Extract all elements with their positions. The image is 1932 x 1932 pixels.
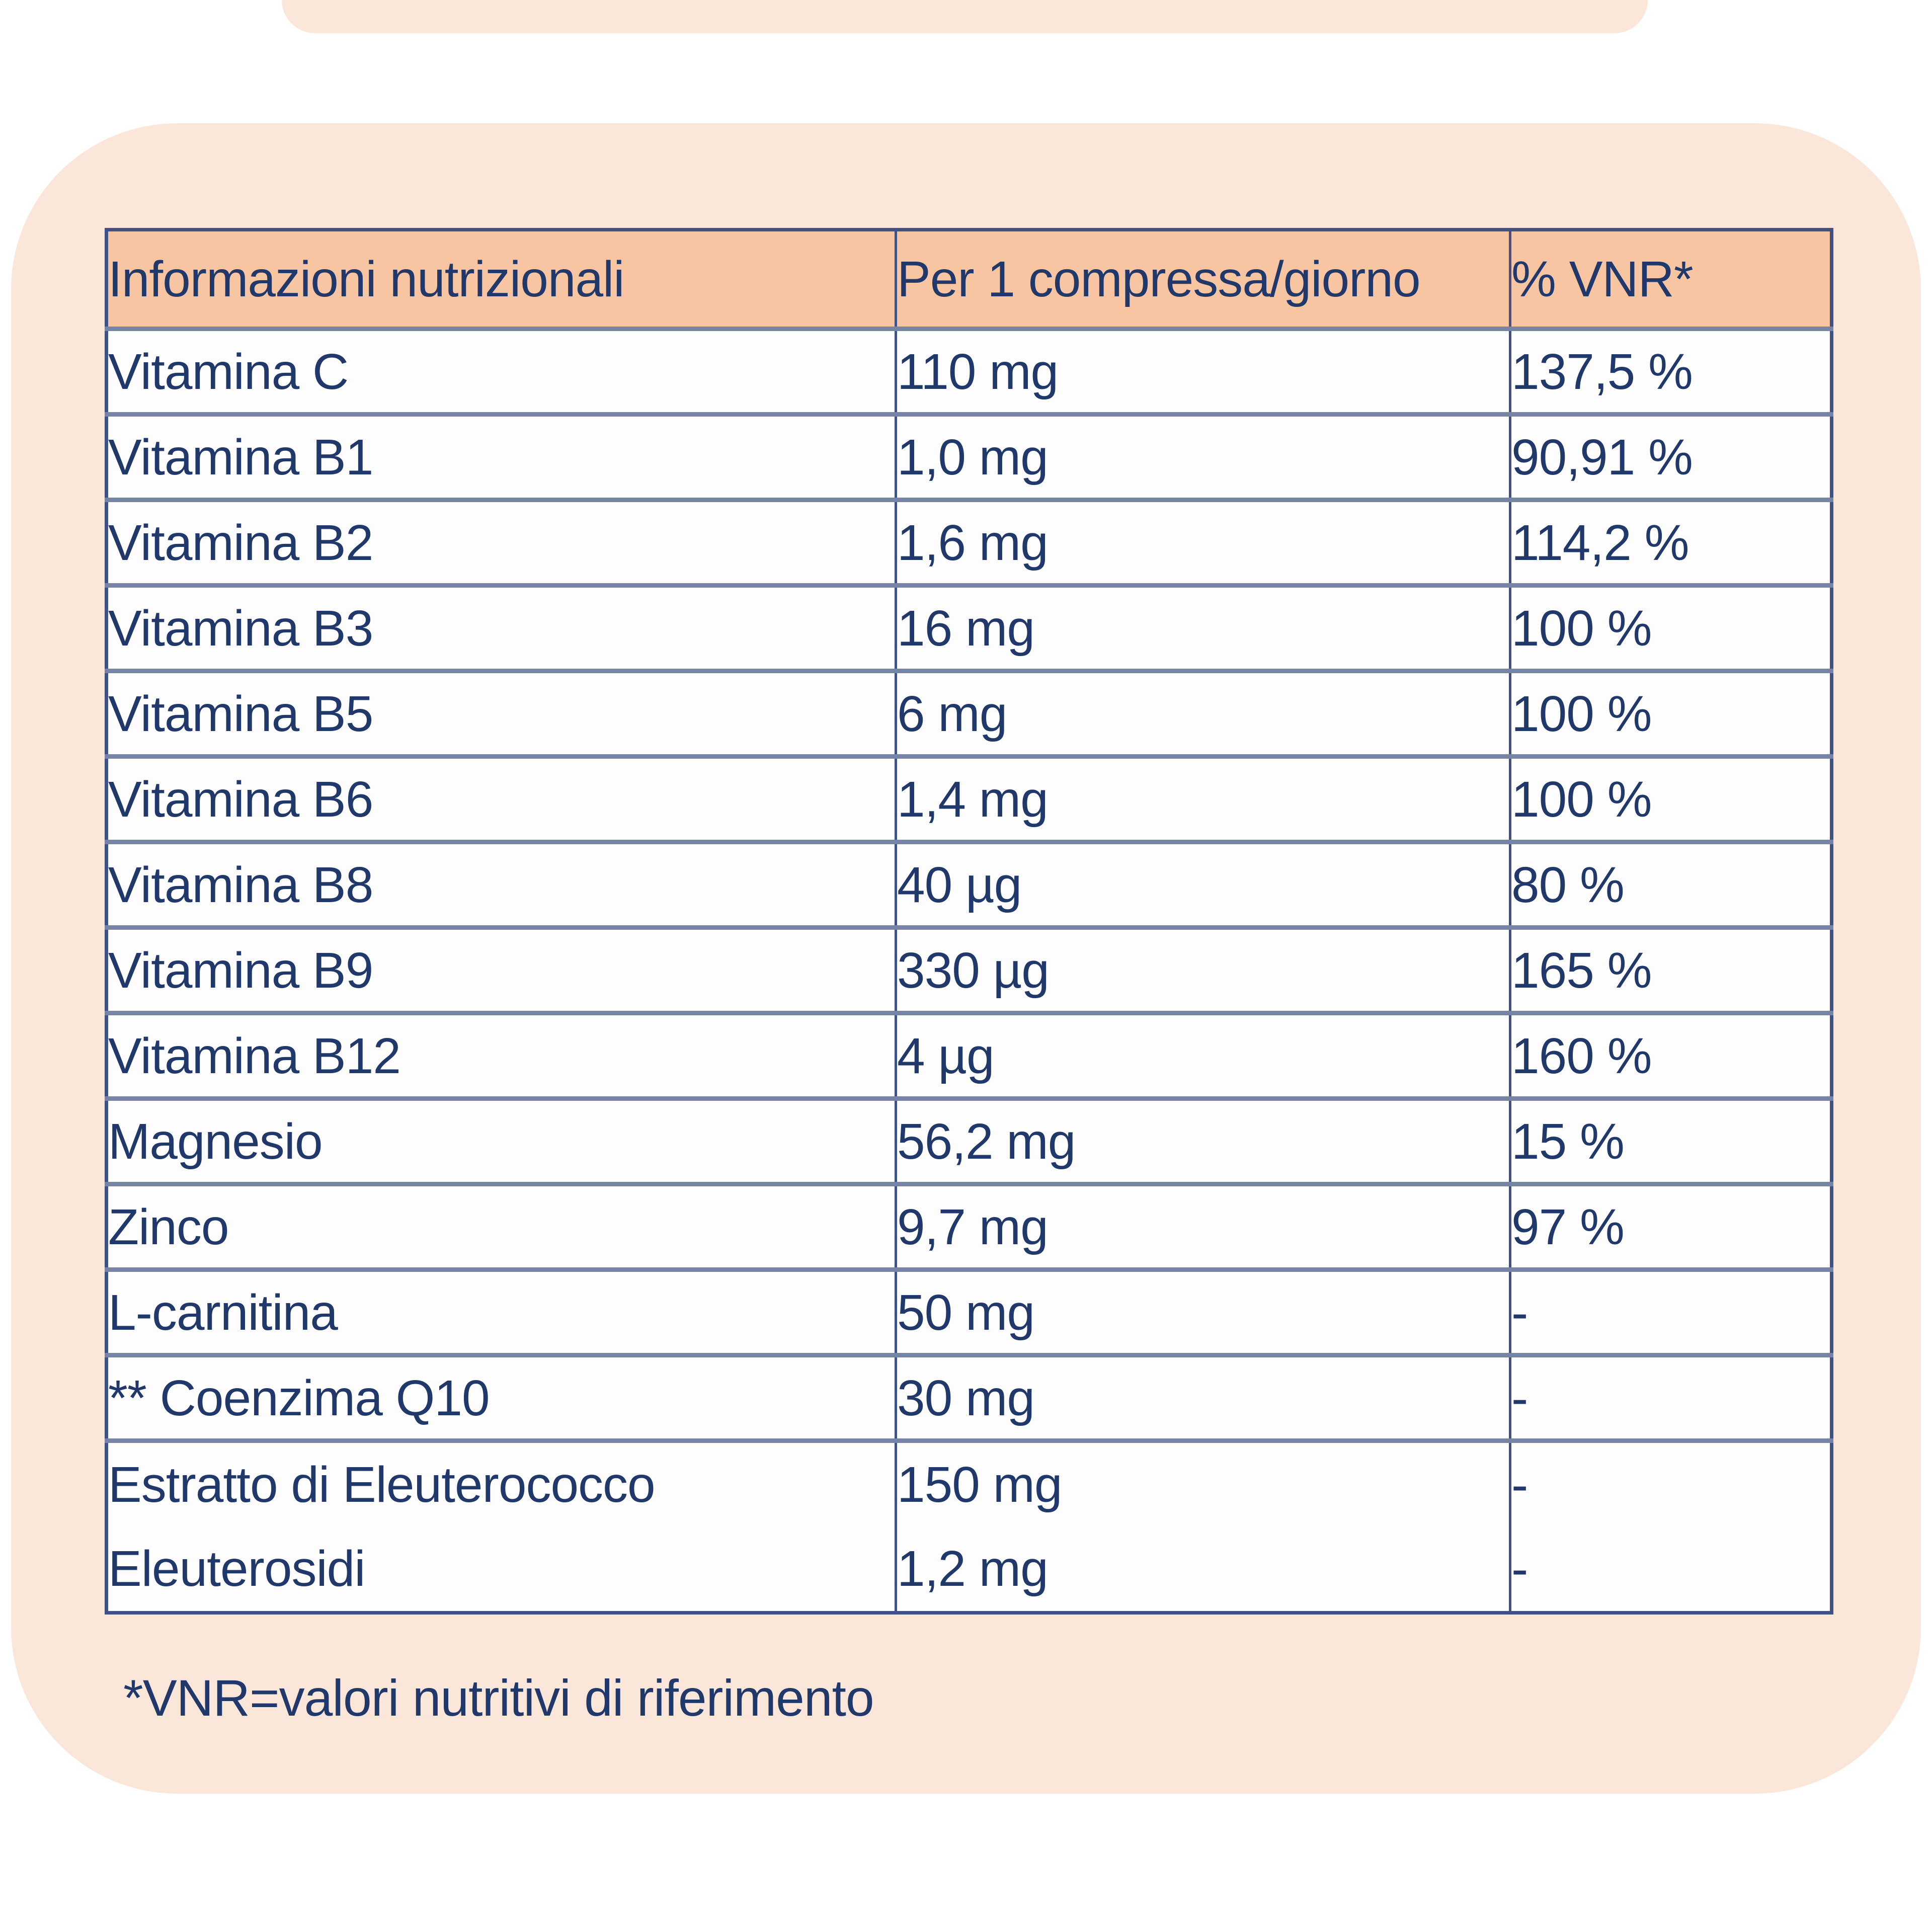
- nutrient-name: Zinco: [108, 1198, 229, 1255]
- nutrient-amount: 40 µg: [895, 842, 1510, 928]
- table-row: Vitamina B2 1,6 mg 114,2 %: [106, 500, 1832, 586]
- nutrient-amount: 56,2 mg: [895, 1098, 1510, 1184]
- nutrient-amount: 9,7 mg: [895, 1184, 1510, 1270]
- nutrient-vnr: 100 %: [1509, 585, 1832, 671]
- nutrient-name: L-carnitina: [108, 1284, 338, 1341]
- nutrition-table: Informazioni nutrizionali Per 1 compress…: [105, 228, 1833, 1615]
- upper-card-edge: [282, 0, 1648, 33]
- table-row: ** Coenzima Q10 30 mg -: [106, 1355, 1832, 1441]
- nutrition-card: Informazioni nutrizionali Per 1 compress…: [11, 123, 1921, 1794]
- nutrient-name: Vitamina B8: [108, 856, 373, 913]
- table-row-combined: Estratto di Eleuterococco Eleuterosidi 1…: [106, 1440, 1832, 1613]
- nutrient-vnr: 100 %: [1509, 671, 1832, 757]
- table-header-row: Informazioni nutrizionali Per 1 compress…: [106, 229, 1832, 329]
- nutrient-name: Vitamina B3: [108, 600, 373, 657]
- header-nutrient-column: Informazioni nutrizionali: [106, 229, 896, 329]
- nutrient-vnr: -: [1511, 1457, 1528, 1513]
- table-header: Informazioni nutrizionali Per 1 compress…: [106, 229, 1832, 329]
- nutrient-amount-group: 150 mg 1,2 mg: [895, 1440, 1510, 1613]
- nutrient-amount: 110 mg: [895, 329, 1510, 415]
- nutrient-name-group: Estratto di Eleuterococco Eleuterosidi: [107, 1441, 896, 1613]
- header-vnr-column: % VNR*: [1509, 229, 1832, 329]
- nutrient-vnr: 160 %: [1509, 1013, 1832, 1099]
- table-row: Vitamina B12 4 µg 160 %: [106, 1013, 1832, 1099]
- nutrient-vnr-group: - -: [1509, 1440, 1832, 1613]
- nutrient-amount: 16 mg: [895, 585, 1510, 671]
- nutrient-vnr: 15 %: [1509, 1098, 1832, 1184]
- table-row: L-carnitina 50 mg -: [106, 1269, 1832, 1355]
- nutrient-vnr: -: [1509, 1269, 1832, 1355]
- nutrient-amount: 150 mg: [897, 1457, 1063, 1513]
- vnr-footnote: *VNR=valori nutritivi di riferimento: [123, 1669, 874, 1727]
- nutrient-amount: 4 µg: [895, 1013, 1510, 1099]
- nutrient-vnr: 114,2 %: [1509, 500, 1832, 586]
- nutrient-amount: 330 µg: [895, 927, 1510, 1013]
- nutrient-name: Vitamina B5: [108, 685, 373, 742]
- nutrient-name: Vitamina B9: [108, 942, 373, 999]
- nutrient-amount: 30 mg: [895, 1355, 1510, 1441]
- nutrient-name: Vitamina C: [108, 343, 349, 400]
- nutrient-amount: 50 mg: [895, 1269, 1510, 1355]
- table-row: Magnesio 56,2 mg 15 %: [106, 1098, 1832, 1184]
- nutrient-name: Magnesio: [108, 1113, 323, 1170]
- nutrient-name: Estratto di Eleuterococco: [108, 1457, 656, 1513]
- header-amount-column: Per 1 compressa/giorno: [895, 229, 1510, 329]
- nutrient-amount: 1,2 mg: [897, 1541, 1049, 1597]
- table-row: Vitamina C 110 mg 137,5 %: [106, 329, 1832, 415]
- nutrient-vnr: 80 %: [1509, 842, 1832, 928]
- table-row: Vitamina B9 330 µg 165 %: [106, 927, 1832, 1013]
- nutrient-name: Vitamina B12: [108, 1027, 401, 1084]
- table-row: Vitamina B6 1,4 mg 100 %: [106, 756, 1832, 842]
- nutrient-amount: 1,6 mg: [895, 500, 1510, 586]
- nutrient-vnr: -: [1511, 1541, 1528, 1597]
- table-row: Vitamina B8 40 µg 80 %: [106, 842, 1832, 928]
- nutrient-vnr: -: [1509, 1355, 1832, 1441]
- table-body: Vitamina C 110 mg 137,5 % Vitamina B1 1,…: [106, 329, 1832, 1613]
- table-row: Vitamina B5 6 mg 100 %: [106, 671, 1832, 757]
- table-row: Vitamina B3 16 mg 100 %: [106, 585, 1832, 671]
- nutrient-vnr: 100 %: [1509, 756, 1832, 842]
- nutrient-name: Eleuterosidi: [108, 1541, 366, 1597]
- nutrient-vnr: 165 %: [1509, 927, 1832, 1013]
- nutrient-name: Vitamina B2: [108, 514, 373, 571]
- nutrient-vnr: 137,5 %: [1509, 329, 1832, 415]
- nutrient-name: ** Coenzima Q10: [108, 1370, 490, 1426]
- nutrient-amount: 1,0 mg: [895, 414, 1510, 500]
- nutrient-vnr: 97 %: [1509, 1184, 1832, 1270]
- table-row: Vitamina B1 1,0 mg 90,91 %: [106, 414, 1832, 500]
- nutrient-amount: 1,4 mg: [895, 756, 1510, 842]
- table-row: Zinco 9,7 mg 97 %: [106, 1184, 1832, 1270]
- nutrient-name: Vitamina B6: [108, 771, 373, 828]
- nutrient-name: Vitamina B1: [108, 429, 373, 486]
- nutrient-vnr: 90,91 %: [1509, 414, 1832, 500]
- nutrient-amount: 6 mg: [895, 671, 1510, 757]
